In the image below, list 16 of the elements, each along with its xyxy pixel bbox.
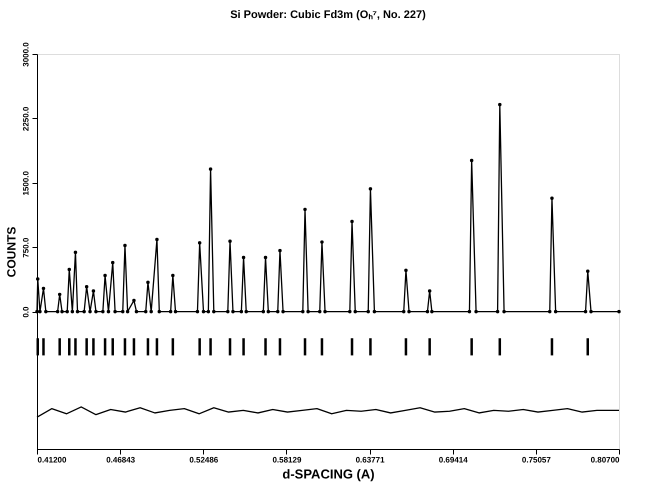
x-tick-label: 0.58129 (272, 456, 302, 464)
x-axis-title: d-SPACING (A) (282, 466, 375, 482)
y-tick-label: 2250.0 (22, 106, 30, 132)
x-tick-label: 0.46843 (106, 456, 136, 464)
x-tick-label: 0.63771 (356, 456, 386, 464)
x-tick-label: 0.52486 (189, 456, 219, 464)
y-tick-label: 0.0 (22, 306, 30, 318)
x-tick-label: 0.69414 (438, 456, 468, 464)
x-tick-label: 0.75057 (522, 456, 552, 464)
x-tick-label: 0.41200 (38, 456, 67, 464)
y-axis-title: COUNTS (4, 226, 18, 278)
y-tick-label: 1500.0 (22, 170, 30, 196)
chart-title: Si Powder: Cubic Fd3m (Oₕ⁷, No. 227) (230, 8, 426, 21)
x-tick-label: 0.80700 (590, 456, 620, 464)
y-tick-label: 750.0 (22, 237, 30, 258)
y-tick-label: 3000.0 (22, 42, 30, 67)
